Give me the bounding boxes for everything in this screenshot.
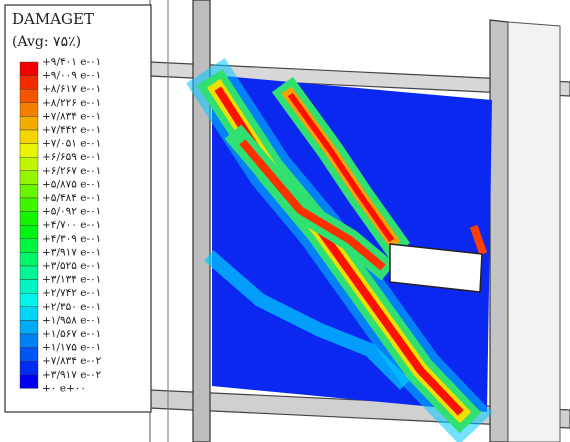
color-band [19,333,39,348]
legend-label: +۲/۷۴۲ e-۰۱ [42,287,101,299]
color-band [19,374,39,389]
color-band [19,116,39,131]
legend-label: +۶/۲۶۷ e-۰۱ [42,165,101,177]
legend-label: +۷/۸۳۴ e-۰۱ [42,110,101,122]
legend-label: +۴/۷۰۰ e-۰۱ [42,219,101,231]
color-band [19,347,39,362]
color-band [19,279,39,294]
color-band [19,361,39,376]
legend-label: +۹/۴۰۱ e-۰۱ [42,56,101,68]
legend-label: +۱/۵۶۷ e-۰۱ [42,328,101,340]
right-column [489,19,509,442]
legend-label: +۸/۶۱۷ e-۰۱ [42,83,101,95]
opening [389,243,483,293]
color-band [19,306,39,321]
color-band [19,102,39,117]
color-bar: +۹/۴۰۱ e-۰۱ +۹/۰۰۹ e-۰۱+۸/۶۱۷ e-۰۱ +۸/۲۲۶ … [19,56,102,394]
damage-pattern [186,58,493,442]
legend-label: +۳/۵۲۵ e-۰۱ [42,260,101,272]
color-band [19,170,39,185]
legend-label: +۰ e+۰۰ [42,382,86,394]
color-band [19,197,39,212]
color-band [19,293,39,308]
color-band [19,61,39,76]
legend-subtitle: (Avg: ۷۵٪) [12,34,81,50]
legend-label: +۳/۱۳۴ e-۰۱ [42,274,101,286]
right-column-face [507,21,561,442]
legend-label: +۴/۳۰۹ e-۰۱ [42,233,101,245]
legend-title: DAMAGET [12,10,94,28]
color-band [19,143,39,158]
legend-label: +۵/۴۸۴ e-۰۱ [42,192,101,204]
legend-label: +۳/۹۱۷ e-۰۱ [42,246,101,258]
legend-label: +۶/۶۵۹ e-۰۱ [42,151,101,163]
wall-panel [186,58,493,442]
legend-label: +۷/۰۵۱ e-۰۱ [42,138,101,150]
color-band [19,265,39,280]
legend: DAMAGET (Avg: ۷۵٪) +۹/۴۰۱ e-۰۱ +۹/۰۰۹ e-۰… [4,4,152,413]
legend-label: +۷/۸۳۴ e-۰۲ [42,355,102,367]
legend-label: +۹/۰۰۹ e-۰۱ [42,70,101,82]
left-column [192,0,211,442]
legend-label: +۵/۸۷۵ e-۰۱ [42,178,101,190]
color-band [19,211,39,226]
color-band [19,75,39,90]
legend-label: +۱/۹۵۸ e-۰۱ [42,314,101,326]
legend-label: +۱/۱۷۵ e-۰۱ [42,342,101,354]
color-band [19,320,39,335]
legend-label: +۳/۹۱۷ e-۰۲ [42,369,102,381]
legend-label: +۷/۴۴۲ e-۰۱ [42,124,101,136]
color-band [19,184,39,199]
color-band [19,156,39,171]
legend-label: +۲/۳۵۰ e-۰۱ [42,301,101,313]
color-band [19,224,39,239]
color-band [19,129,39,144]
color-band [19,88,39,103]
legend-label: +۸/۲۲۶ e-۰۱ [42,97,101,109]
color-band [19,238,39,253]
legend-label: +۵/۰۹۲ e-۰۱ [42,206,101,218]
color-band [19,252,39,267]
